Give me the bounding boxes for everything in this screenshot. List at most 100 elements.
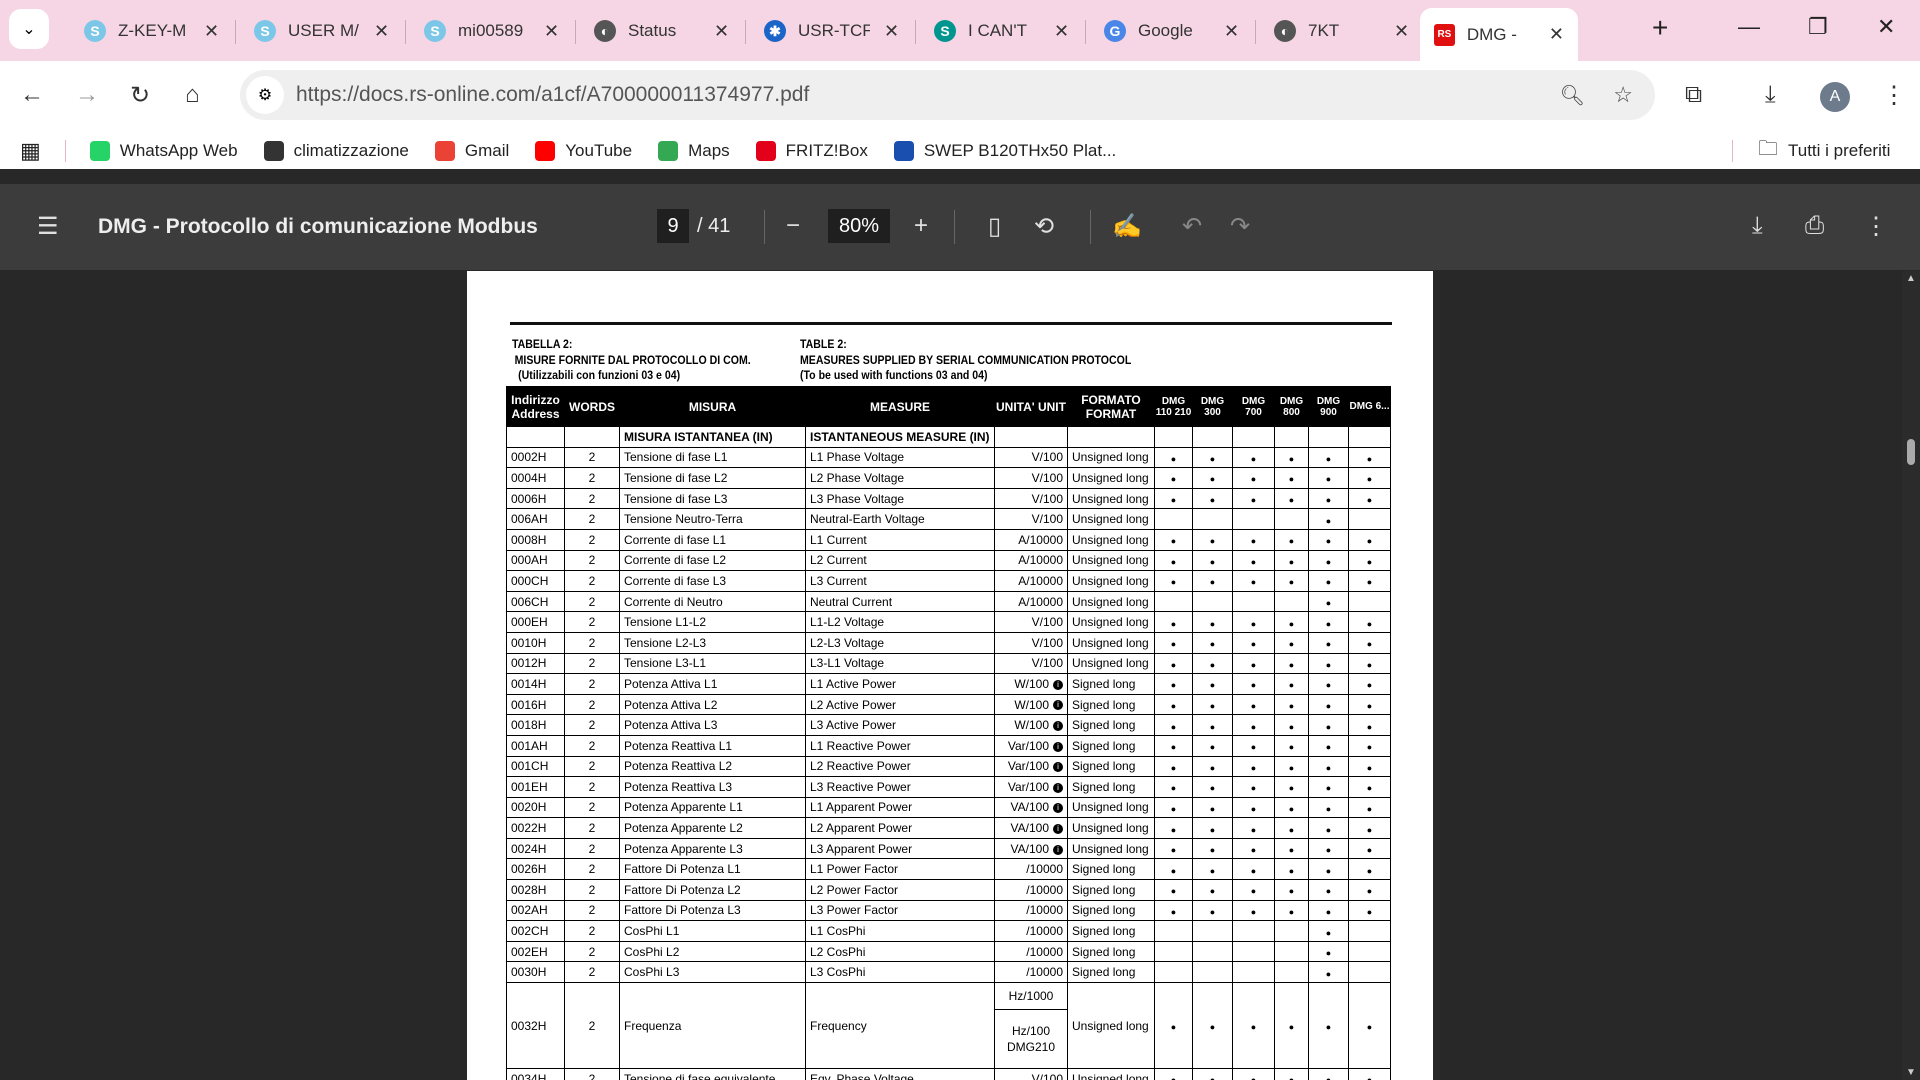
home-button[interactable]: ⌂: [185, 81, 200, 108]
close-icon[interactable]: ✕: [1054, 20, 1070, 41]
scroll-up-icon[interactable]: ▲: [1906, 273, 1916, 284]
unit-cell: VA/100 i: [994, 817, 1068, 839]
download-icon[interactable]: ⤓: [1752, 212, 1763, 239]
zoom-icon[interactable]: 🔍︎: [1559, 84, 1585, 107]
apps-icon[interactable]: ▦: [20, 138, 41, 163]
support-dot: ●: [1325, 680, 1332, 691]
address-bar[interactable]: ⚙ https://docs.rs-online.com/a1cf/A70000…: [240, 70, 1655, 120]
tab-search-button[interactable]: ⌄: [9, 9, 49, 49]
unit-cell: V/100: [994, 631, 1068, 654]
bookmark-3[interactable]: YouTube: [535, 141, 632, 161]
support-cell: ●: [1154, 693, 1193, 716]
minimize-button[interactable]: —: [1738, 14, 1760, 39]
support-dot: ●: [1366, 762, 1373, 773]
close-icon[interactable]: ✕: [544, 20, 560, 41]
forward-button[interactable]: →: [75, 81, 99, 108]
close-icon[interactable]: ✕: [1548, 24, 1564, 44]
scrollbar-thumb[interactable]: [1907, 439, 1915, 465]
cell-text: 2: [588, 924, 596, 939]
tab-5[interactable]: S I CAN'T ✕: [920, 8, 1085, 54]
tab-label: Google: [1138, 21, 1193, 40]
zoom-in-button[interactable]: +: [914, 212, 929, 239]
measure-cell: L1 Active Power: [805, 673, 995, 695]
close-icon[interactable]: ✕: [204, 20, 220, 41]
cell-text: 0010H: [511, 635, 547, 650]
support-cell: ●: [1348, 549, 1391, 572]
close-icon[interactable]: ✕: [374, 20, 390, 41]
site-settings-icon[interactable]: ⚙: [246, 76, 284, 114]
cell: [1274, 426, 1309, 448]
restore-button[interactable]: ❐: [1808, 14, 1828, 39]
all-bookmarks[interactable]: 🗀 Tutti i preferiti: [1758, 134, 1890, 168]
support-dot: ●: [1250, 659, 1257, 670]
new-tab-button[interactable]: +: [1652, 12, 1669, 43]
support-dot: ●: [1170, 474, 1177, 485]
bookmark-5[interactable]: FRITZ!Box: [755, 141, 868, 161]
globe-icon: ◐: [594, 20, 616, 42]
words-cell: 2: [564, 734, 620, 757]
close-icon[interactable]: ✕: [1394, 20, 1410, 41]
tab-6[interactable]: G Google ✕: [1090, 8, 1255, 54]
support-dot: ●: [1325, 845, 1332, 856]
rotate-icon[interactable]: ⟲: [1034, 213, 1055, 240]
cell-text: Var/100: [1007, 738, 1049, 753]
url-text[interactable]: https://docs.rs-online.com/a1cf/A7000000…: [296, 83, 810, 106]
print-icon[interactable]: ⎙: [1805, 212, 1825, 239]
tab-4[interactable]: ✱ USR-TCF ✕: [750, 8, 915, 54]
menu-icon[interactable]: ⋮: [1882, 82, 1906, 109]
support-dot: ●: [1250, 865, 1257, 876]
unit-cell: Var/100 i: [994, 734, 1068, 757]
close-window-button[interactable]: ✕: [1877, 14, 1896, 39]
undo-icon[interactable]: ↶: [1182, 213, 1203, 240]
support-dot: ●: [1288, 453, 1295, 464]
more-options-icon[interactable]: ⋮: [1864, 213, 1888, 240]
cell-text: V/100: [1031, 656, 1063, 671]
misura-cell: Tensione Neutro-Terra: [619, 508, 806, 530]
sidebar-menu-icon[interactable]: ☰: [37, 213, 59, 240]
bookmark-1[interactable]: climatizzazione: [263, 141, 409, 161]
support-dot: ●: [1170, 886, 1177, 897]
support-dot: ●: [1170, 824, 1177, 835]
redo-icon[interactable]: ↷: [1230, 213, 1251, 240]
support-dot: ●: [1325, 968, 1332, 979]
support-dot: ●: [1250, 701, 1257, 712]
tab-7[interactable]: ◐ 7KT ✕: [1260, 8, 1425, 54]
bookmark-2[interactable]: Gmail: [434, 141, 509, 161]
support-dot: ●: [1250, 803, 1257, 814]
tab-0[interactable]: S Z-KEY-M ✕: [70, 8, 235, 54]
bookmark-label: SWEP B120THx50 Plat...: [923, 141, 1117, 160]
cell-text: Unsigned long: [1072, 821, 1149, 836]
divider: [764, 210, 765, 244]
divider: [745, 20, 746, 44]
extensions-icon[interactable]: ⧉: [1685, 81, 1703, 108]
fit-page-icon[interactable]: ▯: [988, 213, 1002, 240]
close-icon[interactable]: ✕: [714, 20, 730, 41]
tab-8[interactable]: RS DMG - ✕: [1420, 8, 1578, 61]
zoom-level-input[interactable]: 80%: [828, 209, 890, 243]
support-cell: ●: [1192, 467, 1233, 489]
close-icon[interactable]: ✕: [1224, 20, 1240, 41]
avatar[interactable]: A: [1820, 82, 1850, 112]
page-number-input[interactable]: 9: [657, 209, 689, 243]
close-icon[interactable]: ✕: [884, 20, 900, 41]
misura-cell: Potenza Reattiva L2: [619, 755, 806, 778]
scrollbar[interactable]: ▲ ▼: [1902, 271, 1920, 1080]
bookmark-0[interactable]: WhatsApp Web: [89, 141, 238, 161]
cell-text: W/100: [1014, 676, 1049, 691]
zoom-out-button[interactable]: −: [786, 212, 801, 239]
tab-3[interactable]: ◐ Status ✕: [580, 8, 745, 54]
back-button[interactable]: ←: [20, 81, 44, 108]
download-icon[interactable]: ⤓: [1765, 81, 1776, 108]
measure-cell: L2 Reactive Power: [805, 755, 995, 778]
bookmark-6[interactable]: SWEP B120THx50 Plat...: [893, 141, 1117, 161]
tab-1[interactable]: S USER M/ ✕: [240, 8, 405, 54]
bookmark-star-icon[interactable]: ☆: [1613, 82, 1633, 107]
cell: Frequenza: [619, 982, 806, 1070]
bookmark-4[interactable]: Maps: [658, 141, 730, 161]
scroll-down-icon[interactable]: ▼: [1906, 1067, 1916, 1078]
annotate-icon[interactable]: ✍: [1112, 213, 1142, 240]
divider: [1085, 20, 1086, 44]
info-icon: i: [1053, 741, 1063, 752]
reload-button[interactable]: ↻: [130, 82, 151, 109]
